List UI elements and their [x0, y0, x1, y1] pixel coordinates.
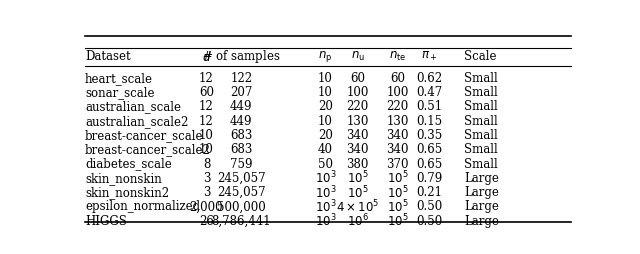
Text: 10: 10 — [199, 143, 214, 156]
Text: Small: Small — [465, 143, 498, 156]
Text: 340: 340 — [386, 143, 409, 156]
Text: 340: 340 — [346, 143, 369, 156]
Text: HIGGS: HIGGS — [85, 215, 127, 228]
Text: 130: 130 — [387, 115, 408, 128]
Text: $10^6$: $10^6$ — [347, 213, 369, 229]
Text: australian_scale2: australian_scale2 — [85, 115, 188, 128]
Text: australian_scale: australian_scale — [85, 100, 181, 114]
Text: 8: 8 — [203, 157, 210, 171]
Text: 220: 220 — [387, 100, 408, 114]
Text: $d$: $d$ — [202, 50, 211, 64]
Text: 380: 380 — [347, 157, 369, 171]
Text: 0.21: 0.21 — [417, 186, 443, 199]
Text: $\#$ of samples: $\#$ of samples — [202, 48, 280, 65]
Text: 500,000: 500,000 — [217, 200, 266, 213]
Text: $4 \times 10^5$: $4 \times 10^5$ — [336, 199, 380, 215]
Text: 20: 20 — [318, 100, 333, 114]
Text: Small: Small — [465, 100, 498, 114]
Text: 683: 683 — [230, 129, 252, 142]
Text: 370: 370 — [386, 157, 409, 171]
Text: $10^5$: $10^5$ — [387, 199, 408, 215]
Text: 10: 10 — [199, 129, 214, 142]
Text: Large: Large — [465, 186, 499, 199]
Text: $10^5$: $10^5$ — [347, 184, 369, 201]
Text: $10^5$: $10^5$ — [387, 184, 408, 201]
Text: $10^3$: $10^3$ — [315, 199, 337, 215]
Text: diabetes_scale: diabetes_scale — [85, 157, 172, 171]
Text: heart_scale: heart_scale — [85, 72, 153, 85]
Text: 0.65: 0.65 — [417, 157, 443, 171]
Text: 60: 60 — [199, 86, 214, 99]
Text: 0.51: 0.51 — [417, 100, 443, 114]
Text: 449: 449 — [230, 100, 252, 114]
Text: $n_\mathrm{p}$: $n_\mathrm{p}$ — [319, 49, 333, 64]
Text: 0.65: 0.65 — [417, 143, 443, 156]
Text: 245,057: 245,057 — [217, 186, 266, 199]
Text: 683: 683 — [230, 143, 252, 156]
Text: 60: 60 — [390, 72, 405, 85]
Text: $10^5$: $10^5$ — [387, 170, 408, 187]
Text: Large: Large — [465, 172, 499, 185]
Text: Small: Small — [465, 115, 498, 128]
Text: 207: 207 — [230, 86, 252, 99]
Text: 100: 100 — [387, 86, 408, 99]
Text: breast-cancer_scale: breast-cancer_scale — [85, 129, 204, 142]
Text: 12: 12 — [199, 72, 214, 85]
Text: 0.50: 0.50 — [417, 215, 443, 228]
Text: 0.50: 0.50 — [417, 200, 443, 213]
Text: $\pi_+$: $\pi_+$ — [421, 50, 438, 64]
Text: 130: 130 — [347, 115, 369, 128]
Text: 2,000: 2,000 — [189, 200, 223, 213]
Text: $10^3$: $10^3$ — [315, 170, 337, 187]
Text: 3: 3 — [203, 186, 210, 199]
Text: $10^3$: $10^3$ — [315, 184, 337, 201]
Text: 340: 340 — [346, 129, 369, 142]
Text: 40: 40 — [318, 143, 333, 156]
Text: $10^5$: $10^5$ — [347, 170, 369, 187]
Text: 0.35: 0.35 — [417, 129, 443, 142]
Text: Scale: Scale — [465, 50, 497, 64]
Text: 10: 10 — [318, 72, 333, 85]
Text: Small: Small — [465, 72, 498, 85]
Text: 0.79: 0.79 — [417, 172, 443, 185]
Text: sonar_scale: sonar_scale — [85, 86, 154, 99]
Text: epsilon_normalized: epsilon_normalized — [85, 200, 200, 213]
Text: 60: 60 — [350, 72, 365, 85]
Text: 122: 122 — [230, 72, 252, 85]
Text: 0.15: 0.15 — [417, 115, 443, 128]
Text: breast-cancer_scale2: breast-cancer_scale2 — [85, 143, 211, 156]
Text: 0.47: 0.47 — [417, 86, 443, 99]
Text: 12: 12 — [199, 100, 214, 114]
Text: Dataset: Dataset — [85, 50, 131, 64]
Text: 759: 759 — [230, 157, 252, 171]
Text: Small: Small — [465, 86, 498, 99]
Text: 20: 20 — [318, 129, 333, 142]
Text: Small: Small — [465, 157, 498, 171]
Text: 0.62: 0.62 — [417, 72, 443, 85]
Text: 100: 100 — [347, 86, 369, 99]
Text: $10^5$: $10^5$ — [387, 213, 408, 229]
Text: 449: 449 — [230, 115, 252, 128]
Text: $10^3$: $10^3$ — [315, 213, 337, 229]
Text: 50: 50 — [318, 157, 333, 171]
Text: 245,057: 245,057 — [217, 172, 266, 185]
Text: skin_nonskin: skin_nonskin — [85, 172, 162, 185]
Text: skin_nonskin2: skin_nonskin2 — [85, 186, 169, 199]
Text: Large: Large — [465, 200, 499, 213]
Text: 3: 3 — [203, 172, 210, 185]
Text: 220: 220 — [347, 100, 369, 114]
Text: 8,786,441: 8,786,441 — [211, 215, 271, 228]
Text: 340: 340 — [386, 129, 409, 142]
Text: 26: 26 — [199, 215, 214, 228]
Text: 10: 10 — [318, 115, 333, 128]
Text: Small: Small — [465, 129, 498, 142]
Text: 10: 10 — [318, 86, 333, 99]
Text: $n_\mathrm{te}$: $n_\mathrm{te}$ — [388, 50, 406, 64]
Text: $n_\mathrm{u}$: $n_\mathrm{u}$ — [351, 50, 365, 64]
Text: Large: Large — [465, 215, 499, 228]
Text: 12: 12 — [199, 115, 214, 128]
